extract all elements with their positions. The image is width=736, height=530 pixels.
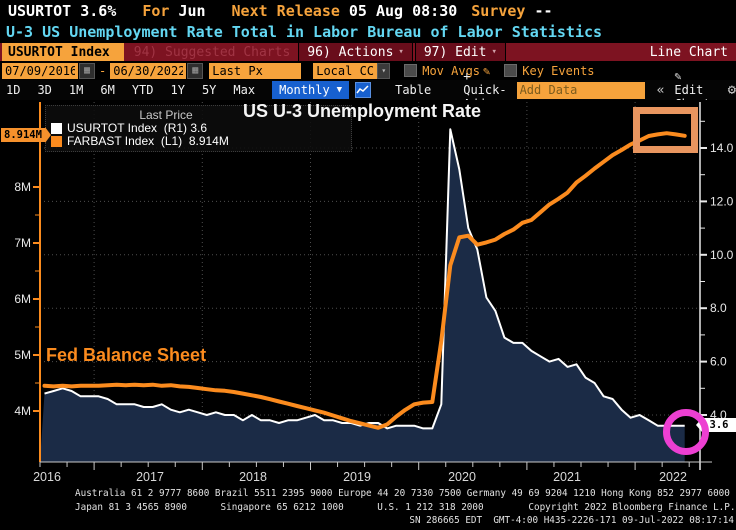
x-axis-year-label: 2018 xyxy=(239,470,267,484)
chevron-down-icon: ▾ xyxy=(398,47,404,57)
x-axis-year-label: 2020 xyxy=(448,470,476,484)
chevron-down-icon: ▾ xyxy=(491,47,497,57)
footer-phone-numbers-1: Australia 61 2 9777 8600 Brazil 5511 239… xyxy=(75,488,730,499)
terminal-footer: Australia 61 2 9777 8600 Brazil 5511 239… xyxy=(0,487,736,528)
date-to-input[interactable] xyxy=(110,62,187,79)
gear-icon[interactable]: ⚙ xyxy=(727,82,736,98)
ticker-symbol: USURTOT xyxy=(8,1,72,20)
footer-phone-numbers-2: Japan 81 3 4565 8900 Singapore 65 6212 1… xyxy=(75,501,736,513)
security-header: USURTOT 3.6% For Jun Next Release 05 Aug… xyxy=(0,0,736,21)
line-chart-icon[interactable] xyxy=(355,82,372,98)
range-ytd[interactable]: YTD xyxy=(131,83,154,97)
survey-label: Survey xyxy=(471,1,526,20)
magenta-circle-annotation xyxy=(663,409,709,455)
left-axis-tick-label: 5M xyxy=(14,348,31,362)
for-label: For xyxy=(142,1,170,20)
edit-menu[interactable]: 97) Edit ▾ xyxy=(414,43,506,61)
right-axis-tick-label: 10.0 xyxy=(710,248,734,262)
range-1y[interactable]: 1Y xyxy=(170,83,185,97)
table-button[interactable]: Table xyxy=(395,83,432,97)
currency-select[interactable] xyxy=(313,62,378,79)
legend-item-farbast: FARBAST Index (L1) 8.914M xyxy=(51,135,351,148)
x-axis-year-label: 2016 xyxy=(33,470,61,484)
left-axis-tick-label: 8M xyxy=(14,180,31,194)
key-events-label: Key Events xyxy=(522,63,595,78)
chart-title: US U-3 Unemployment Rate xyxy=(243,101,482,121)
right-axis-tick-label: 8.0 xyxy=(710,301,727,315)
range-1d[interactable]: 1D xyxy=(6,83,21,97)
settings-bar: ▦ - ▦ ▾ Mov Avgs ✎ Key Events xyxy=(0,61,736,80)
footer-session-info: SN 286665 EDT GMT-4:00 H435-2226-171 09-… xyxy=(409,515,734,526)
range-3d[interactable]: 3D xyxy=(37,83,52,97)
right-axis-tick-label: 12.0 xyxy=(710,194,734,208)
chart-type-label: Line Chart xyxy=(649,44,728,60)
actions-menu[interactable]: 96) Actions ▾ xyxy=(298,43,413,61)
usurtot-area-fill xyxy=(40,129,685,463)
left-axis-tick-label: 4M xyxy=(14,404,31,418)
left-axis-last-value-badge: 8.914M xyxy=(1,127,51,143)
for-period: Jun xyxy=(178,1,206,20)
chart-legend[interactable]: Last Price USURTOT Index (R1) 3.6 FARBAS… xyxy=(45,105,352,152)
mov-avgs-label: Mov Avgs xyxy=(422,63,481,78)
key-events-checkbox[interactable] xyxy=(504,64,518,77)
next-release-label: Next Release xyxy=(231,1,340,20)
suggested-charts-button[interactable]: 94) Suggested Charts xyxy=(133,44,291,60)
next-release-value: 05 Aug 08:30 xyxy=(348,1,458,20)
ticker-last-value: 3.6% xyxy=(80,1,117,20)
legend-item-usurtot: USURTOT Index (R1) 3.6 xyxy=(51,122,351,135)
x-axis-year-label: 2021 xyxy=(553,470,581,484)
range-5y[interactable]: 5Y xyxy=(201,83,217,97)
security-description: U-3 US Unemployment Rate Total in Labor … xyxy=(6,23,603,41)
chevron-down-icon[interactable]: ▾ xyxy=(377,62,391,79)
fed-balance-sheet-label: Fed Balance Sheet xyxy=(46,345,207,365)
chart-area[interactable]: 8M 7M 6M 5M 4M 14.0 12.0 10.0 8.0 6.0 4.0 2016 2017 2… xyxy=(0,100,736,487)
mov-avgs-checkbox[interactable] xyxy=(404,64,418,77)
red-toolbar: USURTOT Index 94) Suggested Charts 96) A… xyxy=(0,43,736,61)
range-6m[interactable]: 6M xyxy=(100,83,115,97)
pencil-icon: ✎ xyxy=(674,69,682,83)
date-range-dash: - xyxy=(99,63,107,78)
left-axis-tick-label: 7M xyxy=(14,236,31,250)
security-tag[interactable]: USURTOT Index xyxy=(2,43,124,61)
usurtot-swatch xyxy=(51,123,62,134)
right-axis-tick-label: 6.0 xyxy=(710,355,727,369)
pencil-icon[interactable]: ✎ xyxy=(483,63,491,78)
x-axis-year-label: 2019 xyxy=(343,470,371,484)
triangle-down-icon: ▼ xyxy=(336,85,343,95)
range-max[interactable]: Max xyxy=(233,83,256,97)
legend-title: Last Price xyxy=(139,108,193,122)
frequency-select[interactable]: Monthly ▼ xyxy=(272,81,350,99)
date-from-input[interactable] xyxy=(2,62,78,79)
range-1m[interactable]: 1M xyxy=(68,83,84,97)
x-axis-year-label: 2017 xyxy=(136,470,164,484)
period-bar: 1D 3D 1M 6M YTD 1Y 5Y Max Monthly ▼ Tabl… xyxy=(0,69,736,111)
calendar-icon[interactable]: ▦ xyxy=(187,62,204,79)
farbast-series-line xyxy=(42,131,687,430)
orange-rectangle-annotation xyxy=(633,107,698,153)
right-axis-tick-label: 14.0 xyxy=(710,141,734,155)
price-field-input[interactable] xyxy=(209,62,302,79)
calendar-icon[interactable]: ▦ xyxy=(79,62,95,79)
left-axis-tick-label: 6M xyxy=(14,292,31,306)
farbast-swatch xyxy=(51,136,62,147)
x-axis-year-label: 2022 xyxy=(659,470,687,484)
collapse-icon[interactable]: « xyxy=(656,82,665,98)
add-data-input[interactable] xyxy=(516,81,645,99)
survey-value: -- xyxy=(534,1,553,20)
